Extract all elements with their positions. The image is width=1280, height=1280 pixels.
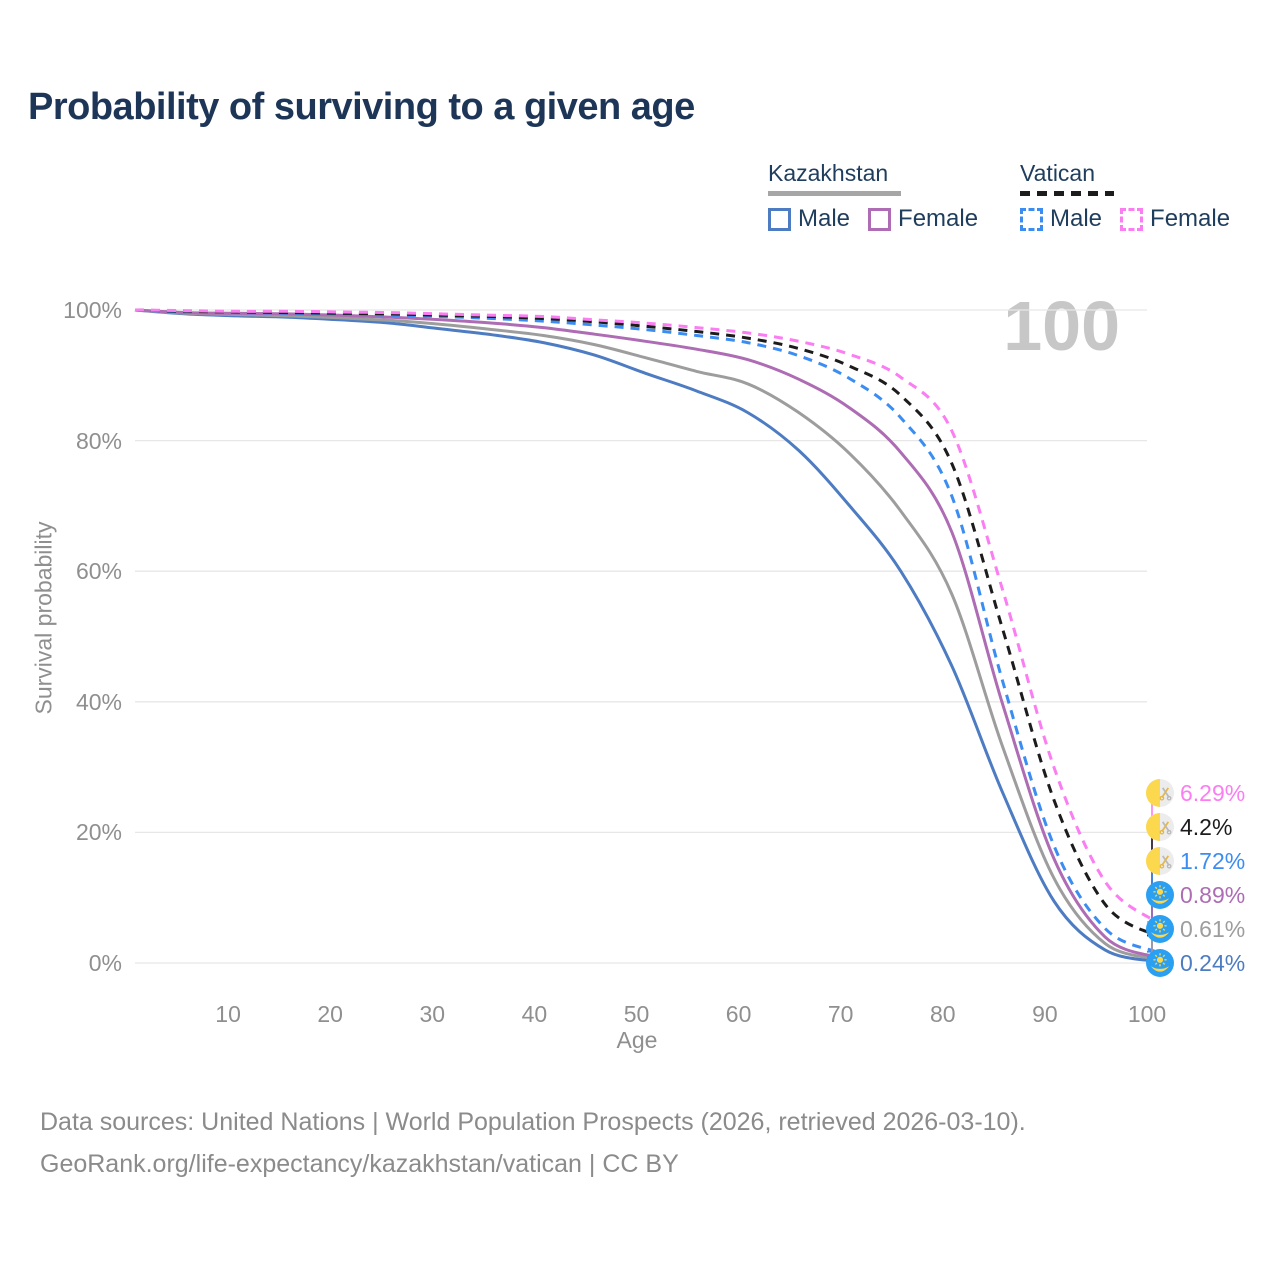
legend-swatch-icon — [1120, 207, 1144, 231]
legend-item-label: Female — [898, 205, 979, 232]
legend-overall-swatch-kazakhstan[interactable] — [768, 191, 901, 196]
series-line-kazakhstan-male — [134, 308, 1157, 963]
kazakhstan-flag-icon — [1146, 881, 1174, 909]
age-counter-watermark: 100 — [1003, 287, 1120, 365]
legend-country-label: Kazakhstan — [768, 160, 889, 186]
end-label-row: 6.29% — [1146, 779, 1245, 807]
y-tick-label: 80% — [75, 427, 122, 454]
legend-row: Male Female — [768, 205, 996, 233]
series-line-vatican-female — [134, 308, 1157, 924]
x-tick-label: 40 — [521, 1001, 548, 1027]
end-label-value: 6.29% — [1180, 779, 1246, 806]
end-label-value: 0.24% — [1180, 949, 1246, 976]
kazakhstan-flag-icon — [1146, 915, 1174, 943]
footer-license-line: GeoRank.org/life-expectancy/kazakhstan/v… — [40, 1150, 679, 1178]
legend-country-label: Vatican — [1020, 160, 1096, 186]
legend-swatch-icon — [868, 207, 892, 231]
x-tick-label: 10 — [215, 1001, 241, 1027]
end-label-value: 1.72% — [1180, 847, 1246, 874]
end-label-row: 4.2% — [1146, 813, 1232, 841]
x-tick-label: 100 — [1127, 1001, 1167, 1027]
vatican-flag-icon — [1146, 847, 1174, 875]
series-line-kazakhstan-overall — [134, 308, 1157, 961]
y-tick-label: 0% — [88, 950, 122, 976]
series-line-vatican-overall — [134, 308, 1157, 937]
x-tick-label: 60 — [725, 1001, 752, 1027]
page-title: Probability of surviving to a given age — [28, 86, 695, 128]
legend-row: Male Female — [1020, 205, 1248, 233]
x-tick-label: 80 — [930, 1001, 956, 1027]
legend-item-label: Male — [798, 205, 851, 232]
vatican-flag-icon — [1146, 779, 1174, 807]
legend-swatch-icon — [768, 207, 791, 231]
plot-area — [134, 308, 1159, 964]
legend-item-kazakhstan-male[interactable]: Male — [768, 205, 868, 233]
end-label-row: 1.72% — [1146, 847, 1245, 875]
x-axis-title: Age — [616, 1027, 658, 1053]
end-label-value: 0.61% — [1180, 915, 1246, 942]
legend-group-vatican: Vatican Male Female — [1020, 160, 1248, 233]
y-tick-label: 60% — [75, 558, 122, 585]
vatican-flag-icon — [1146, 813, 1174, 841]
legend-item-label: Male — [1050, 205, 1103, 232]
y-tick-label: 40% — [75, 688, 122, 715]
legend-swatch-icon — [1020, 207, 1043, 231]
x-tick-label: 90 — [1032, 1001, 1058, 1027]
y-axis-title: Survival probability — [30, 521, 57, 715]
end-label-value: 0.89% — [1180, 881, 1246, 908]
legend-overall-swatch-vatican[interactable] — [1020, 191, 1114, 196]
y-tick-label: 20% — [75, 819, 122, 846]
end-label-row: 0.89% — [1146, 881, 1245, 909]
series-line-kazakhstan-female — [134, 308, 1157, 959]
x-tick-label: 50 — [623, 1001, 650, 1027]
y-tick-label: 100% — [63, 297, 122, 323]
end-label-row: 0.24% — [1146, 949, 1245, 977]
legend-item-vatican-female[interactable]: Female — [1120, 205, 1248, 233]
kazakhstan-flag-icon — [1146, 949, 1174, 977]
legend-item-label: Female — [1150, 205, 1231, 232]
end-label-row: 0.61% — [1146, 915, 1245, 943]
x-tick-label: 30 — [419, 1001, 446, 1027]
footer-source-line: Data sources: United Nations | World Pop… — [40, 1108, 1026, 1136]
x-tick-label: 20 — [317, 1001, 343, 1027]
legend-group-kazakhstan: Kazakhstan Male Female — [768, 160, 996, 233]
legend-item-kazakhstan-female[interactable]: Female — [868, 205, 996, 233]
end-label-value: 4.2% — [1180, 813, 1233, 840]
x-tick-label: 70 — [827, 1001, 854, 1027]
legend-item-vatican-male[interactable]: Male — [1020, 205, 1120, 233]
